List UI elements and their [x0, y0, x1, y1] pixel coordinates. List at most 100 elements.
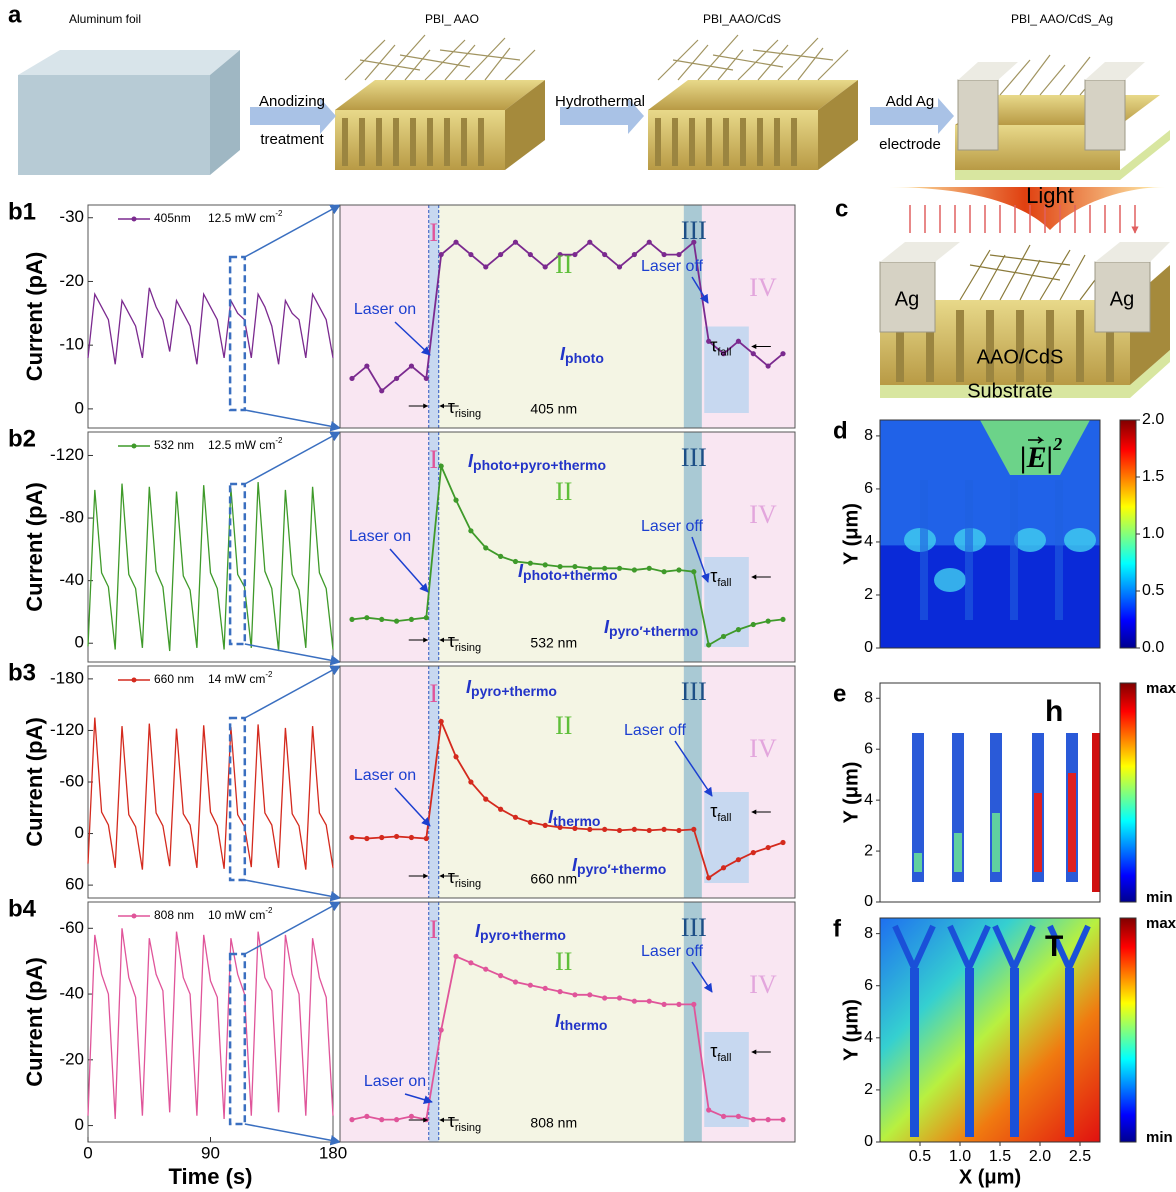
- y-tick-label: -10: [59, 335, 84, 354]
- panel-label: b3: [8, 659, 36, 686]
- current-label-part: pyro+thermo: [471, 683, 557, 699]
- y-tick-label: -40: [59, 570, 84, 589]
- trace-point: [587, 240, 592, 245]
- y-tick-label: 4: [864, 533, 873, 550]
- trace-point: [513, 240, 518, 245]
- trace-point: [751, 351, 756, 356]
- legend-power-part: -2: [275, 436, 283, 445]
- map-pillar: [910, 968, 919, 1137]
- y-axis-label: Y (μm): [840, 999, 862, 1061]
- trace-point: [632, 252, 637, 257]
- trace-point: [780, 1117, 785, 1122]
- trace-point: [662, 827, 667, 832]
- colorbar-label: 0.0: [1142, 639, 1164, 656]
- trace-point: [766, 619, 771, 624]
- rise-time-label-part: rising: [455, 642, 481, 654]
- trace-point: [453, 754, 458, 759]
- legend-power-part: 14 mW cm: [208, 672, 265, 686]
- legend-label: 532 nm: [154, 438, 194, 452]
- y-tick-label: -180: [50, 668, 84, 687]
- layer-label: AAO/CdS: [977, 346, 1064, 368]
- colorbar-label: 1.5: [1142, 468, 1164, 485]
- colorbar-label: min: [1146, 1129, 1173, 1146]
- trace-point: [736, 1114, 741, 1119]
- substrate-label: Substrate: [967, 380, 1053, 402]
- y-tick-label: -120: [50, 445, 84, 464]
- region-label: III: [681, 677, 707, 706]
- trace-point: [483, 797, 488, 802]
- map-edge: [1092, 733, 1100, 892]
- y-tick-label: 0: [75, 1115, 84, 1134]
- trace-point: [587, 992, 592, 997]
- colorbar-label: min: [1146, 889, 1173, 906]
- stage-title: PBI_ AAO/CdS_Ag: [1011, 12, 1113, 26]
- legend-marker: [132, 217, 137, 222]
- trace-point: [409, 363, 414, 368]
- step-label: Add Ag: [886, 93, 934, 110]
- panel-label: d: [833, 417, 848, 444]
- trace-point: [632, 999, 637, 1004]
- map-pillar-core: [1034, 793, 1042, 872]
- map-pillar: [1065, 968, 1074, 1137]
- wavelength-label: 660 nm: [530, 871, 577, 887]
- y-tick-label: -20: [59, 271, 84, 290]
- trace-point: [557, 989, 562, 994]
- y-axis-label: Current (pA): [22, 957, 47, 1087]
- rise-time-label-part: τ: [448, 1111, 455, 1131]
- y-tick-label: 0: [864, 1133, 873, 1150]
- quantity-label-part: 2: [1052, 434, 1062, 454]
- map-hotspot: [1014, 528, 1046, 552]
- trace-point: [676, 252, 681, 257]
- map-pillar-core: [1068, 773, 1076, 872]
- legend-marker: [132, 444, 137, 449]
- legend-power-part: 10 mW cm: [208, 908, 265, 922]
- trace-point: [349, 376, 354, 381]
- y-tick-label: 0: [75, 633, 84, 652]
- plot-frame: [88, 432, 333, 662]
- x-tick-label: 180: [319, 1143, 347, 1162]
- trace-point: [766, 845, 771, 850]
- region-label: IV: [749, 273, 777, 302]
- trace-point: [483, 967, 488, 972]
- trace-point: [780, 617, 785, 622]
- trace-point: [647, 999, 652, 1004]
- rise-time-label-part: rising: [455, 1122, 481, 1134]
- legend-power: 14 mW cm-2: [208, 670, 273, 686]
- electrode-label: Ag: [895, 288, 919, 310]
- region-bg: [434, 205, 694, 428]
- quantity-label: h: [1045, 695, 1063, 728]
- trace-point: [409, 835, 414, 840]
- quantity-label-part: |E|: [1020, 441, 1053, 474]
- laser-off-label: Laser off: [641, 518, 704, 535]
- trace-point: [706, 642, 711, 647]
- trace-point: [394, 1117, 399, 1122]
- trace-point: [439, 719, 444, 724]
- legend-label: 405nm: [154, 211, 191, 225]
- trace-point: [766, 363, 771, 368]
- trace-point: [543, 264, 548, 269]
- trace-point: [676, 567, 681, 572]
- map-pillar-core: [914, 853, 922, 872]
- trace-point: [424, 615, 429, 620]
- trace-point: [364, 363, 369, 368]
- region-label: II: [555, 947, 572, 976]
- trace-point: [379, 388, 384, 393]
- stage-title: PBI_AAO/CdS: [703, 12, 781, 26]
- trace-point: [751, 850, 756, 855]
- region-label: IV: [749, 734, 777, 763]
- x-axis-label: Time (s): [169, 1164, 253, 1189]
- y-tick-label: -40: [59, 984, 84, 1003]
- y-tick-label: 8: [864, 427, 873, 444]
- y-tick-label: 0: [75, 398, 84, 417]
- map-pillar-core: [954, 833, 962, 872]
- trace-point: [602, 252, 607, 257]
- x-tick-label: 0.5: [909, 1148, 931, 1165]
- trace-point: [721, 1114, 726, 1119]
- trace-point: [676, 828, 681, 833]
- current-label-part: pyro+thermo: [480, 927, 566, 943]
- trace-point: [379, 617, 384, 622]
- trace-point: [409, 1114, 414, 1119]
- trace-point: [379, 835, 384, 840]
- trace-point: [662, 569, 667, 574]
- region-label: IV: [749, 970, 777, 999]
